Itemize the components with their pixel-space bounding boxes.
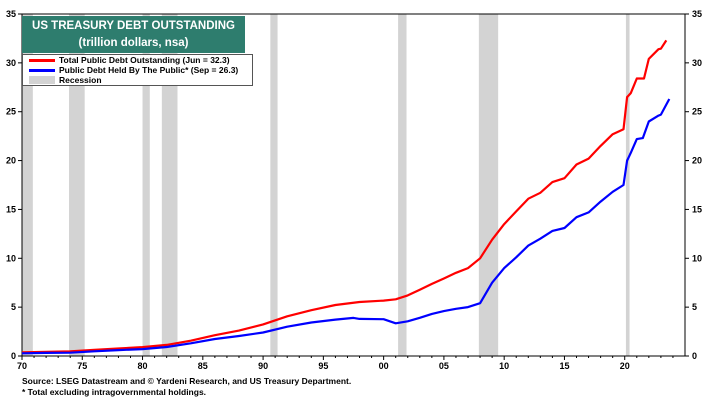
plot-frame	[21, 13, 686, 357]
recession-band-1	[69, 14, 85, 356]
legend-swatch-public	[29, 69, 55, 72]
y-tick-label-right: 10	[692, 253, 702, 263]
legend-item-public: Public Debt Held By The Public* (Sep = 2…	[23, 65, 252, 75]
y-tick-label-right: 25	[692, 107, 702, 117]
x-tick-label: 80	[138, 361, 148, 371]
recession-band-6	[478, 14, 499, 356]
recession-band-0	[22, 14, 33, 356]
right-axis: 0 5 10 15 20 25 30 35	[685, 9, 702, 361]
y-tick-label-right: 20	[692, 156, 702, 166]
title-line-2: (trillion dollars, nsa)	[78, 37, 189, 49]
legend-item-total: Total Public Debt Outstanding (Jun = 32.…	[23, 55, 252, 65]
y-tick-label-left: 15	[6, 204, 16, 214]
y-tick-label-left: 5	[11, 302, 16, 312]
footnote: * Total excluding intragovernmental hold…	[22, 387, 207, 397]
y-tick-label-left: 10	[6, 253, 16, 263]
legend-item-recession: Recession	[23, 75, 252, 85]
legend-swatch-total	[29, 59, 55, 62]
x-axis: 70 75 80 85 90 95 00 05 10 15 20	[17, 356, 674, 371]
recession-band-7	[625, 14, 630, 356]
x-tick-label: 00	[379, 361, 389, 371]
x-tick-label: 70	[17, 361, 27, 371]
y-tick-label-left: 0	[11, 351, 16, 361]
legend: Total Public Debt Outstanding (Jun = 32.…	[22, 54, 253, 86]
x-tick-label: 20	[620, 361, 630, 371]
y-tick-label-left: 20	[6, 156, 16, 166]
x-tick-label: 15	[559, 361, 569, 371]
chart-title: US TREASURY DEBT OUTSTANDING (trillion d…	[22, 16, 245, 53]
y-tick-label-right: 15	[692, 204, 702, 214]
chart-notes: Source: LSEG Datastream and © Yardeni Re…	[22, 376, 351, 398]
y-tick-label-left: 35	[6, 9, 16, 19]
recession-band-4	[270, 14, 278, 356]
x-tick-label: 10	[499, 361, 509, 371]
series-lines	[21, 39, 671, 355]
x-tick-label: 85	[198, 361, 208, 371]
x-tick-label: 05	[439, 361, 449, 371]
source-note: Source: LSEG Datastream and © Yardeni Re…	[22, 376, 352, 386]
title-line-1: US TREASURY DEBT OUTSTANDING	[32, 20, 235, 32]
y-tick-label-right: 30	[692, 58, 702, 68]
y-tick-label-left: 30	[6, 58, 16, 68]
x-tick-label: 95	[318, 361, 328, 371]
legend-label-total: Total Public Debt Outstanding (Jun = 32.…	[59, 55, 230, 65]
recession-band-3	[161, 14, 178, 356]
legend-label-public: Public Debt Held By The Public* (Sep = 2…	[59, 65, 239, 75]
x-tick-label: 90	[258, 361, 268, 371]
x-tick-label: 75	[77, 361, 87, 371]
recession-band-5	[398, 14, 407, 356]
y-tick-label-right: 5	[692, 302, 697, 312]
y-tick-label-left: 25	[6, 107, 16, 117]
series-public-debt-line	[21, 98, 671, 355]
legend-swatch-recession	[29, 76, 55, 84]
recession-band-2	[142, 14, 150, 356]
y-tick-label-right: 0	[692, 351, 697, 361]
y-tick-label-right: 35	[692, 9, 702, 19]
recession-bands	[22, 14, 630, 356]
left-axis: 0 5 10 15 20 25 30 35	[6, 9, 22, 361]
series-total-debt-line	[21, 39, 668, 354]
legend-label-recession: Recession	[59, 75, 102, 85]
